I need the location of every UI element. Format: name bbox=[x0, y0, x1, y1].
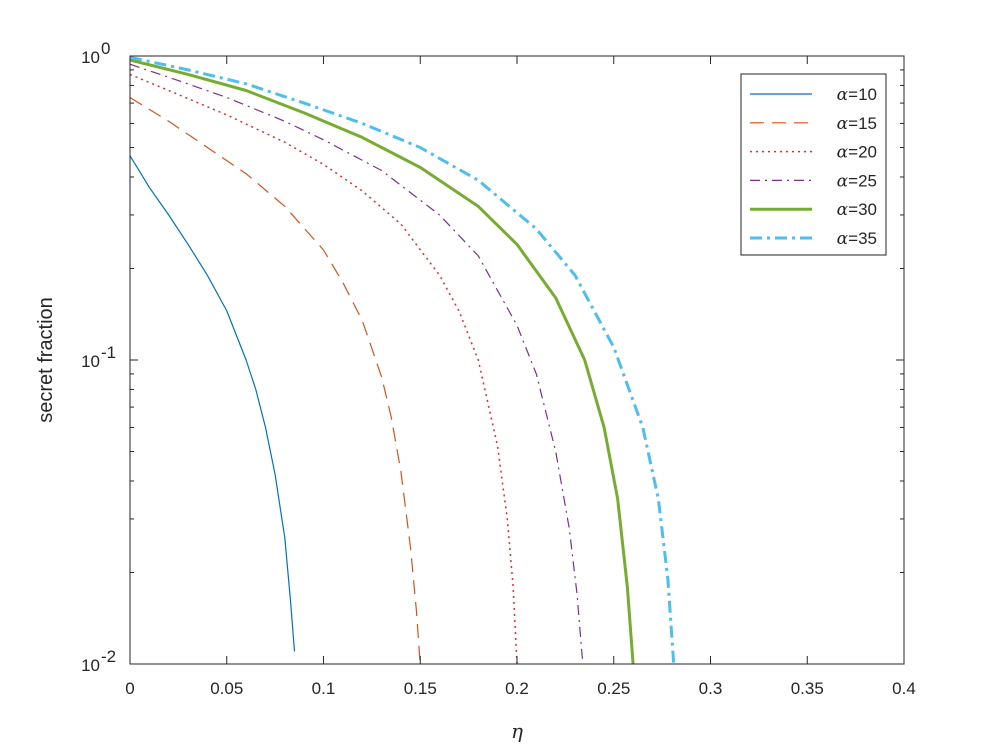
y-tick-label: 10 bbox=[81, 48, 100, 67]
series-line-6 bbox=[129, 55, 676, 665]
x-tick-label: 0.25 bbox=[597, 679, 630, 698]
legend-label-2: α=15 bbox=[837, 114, 877, 134]
y-tick-label: 10 bbox=[81, 656, 100, 675]
y-tick-label-exponent: -1 bbox=[101, 343, 116, 362]
x-tick-label: 0.4 bbox=[892, 679, 916, 698]
y-tick-label-exponent: 0 bbox=[101, 39, 110, 58]
x-tick-label: 0.35 bbox=[791, 679, 824, 698]
x-tick-label: 0.3 bbox=[699, 679, 723, 698]
legend-label-6: α=35 bbox=[837, 229, 877, 249]
legend: α=10 α=15 α=20 α=25 α=30 α=35 bbox=[740, 73, 887, 256]
y-axis-label: secret fraction bbox=[35, 297, 57, 423]
series-line-4 bbox=[129, 63, 584, 665]
x-tick-label: 0.05 bbox=[210, 679, 243, 698]
x-tick-label: 0.1 bbox=[312, 679, 336, 698]
x-axis-label: η bbox=[511, 719, 523, 743]
series-line-2 bbox=[129, 96, 421, 665]
x-tick-label: 0 bbox=[125, 679, 134, 698]
legend-label-3: α=20 bbox=[837, 143, 877, 163]
legend-label-5: α=30 bbox=[837, 200, 877, 220]
series-line-3 bbox=[129, 73, 518, 665]
legend-box bbox=[740, 73, 887, 256]
series-group bbox=[129, 55, 676, 665]
y-tick-label: 10 bbox=[81, 352, 100, 371]
series-line-5 bbox=[129, 58, 635, 665]
plot-frame bbox=[129, 55, 905, 665]
y-tick-label-exponent: -2 bbox=[101, 647, 116, 666]
series-line-1 bbox=[129, 155, 296, 652]
x-tick-label: 0.15 bbox=[404, 679, 437, 698]
legend-label-4: α=25 bbox=[837, 171, 877, 191]
x-tick-label: 0.2 bbox=[505, 679, 529, 698]
legend-label-1: α=10 bbox=[837, 85, 877, 105]
